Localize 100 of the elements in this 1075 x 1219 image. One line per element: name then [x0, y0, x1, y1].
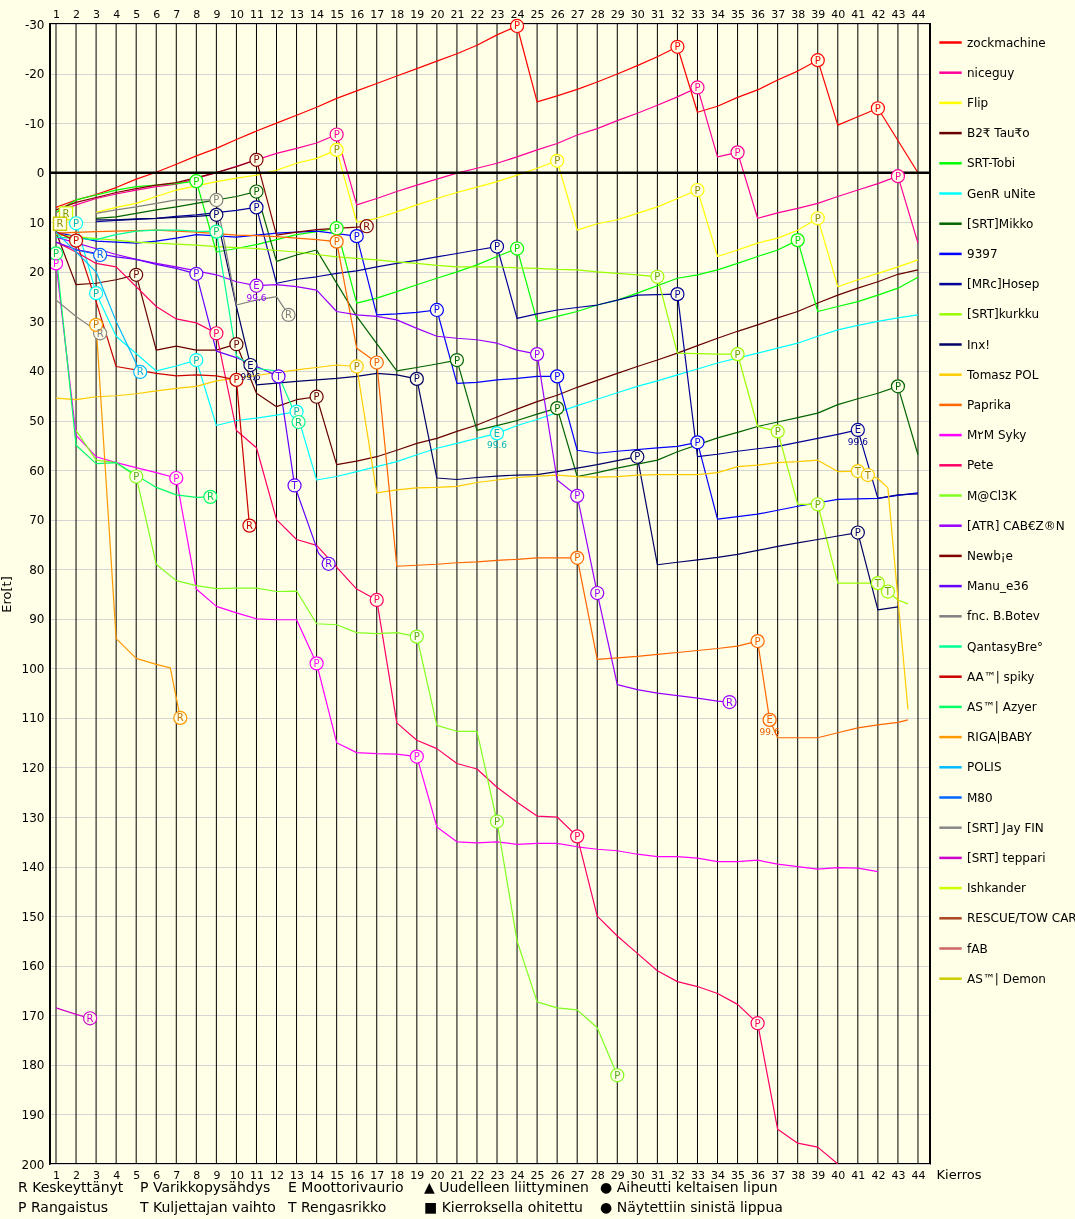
x2-tick-label: 25 — [530, 7, 545, 21]
annotation: R — [295, 416, 303, 428]
annotation: P — [594, 587, 601, 599]
y-tick-label: 100 — [21, 661, 45, 676]
annotation: P — [253, 201, 260, 213]
annotation: P — [73, 217, 80, 229]
annotation: P — [173, 472, 180, 484]
annotation: P — [413, 373, 420, 385]
annotation: 99.6 — [486, 440, 508, 451]
x2-tick-label: 38 — [791, 7, 806, 21]
text: E Moottorivaurio — [288, 1179, 404, 1195]
y-tick-label: 0 — [36, 166, 45, 181]
annotation: P — [634, 451, 641, 463]
x2-tick-label: 27 — [570, 7, 585, 21]
annotation: P — [233, 374, 240, 386]
y-tick-label: 190 — [21, 1107, 45, 1122]
x2-tick-label: 30 — [630, 7, 645, 21]
annotation: R — [96, 327, 104, 339]
x-tick-label: 12 — [270, 1168, 285, 1182]
annotation: P — [674, 288, 681, 300]
text: T Kuljettajan vaihto — [139, 1199, 276, 1215]
legend-label: AS™| Azyer — [967, 699, 1037, 714]
annotation: R — [176, 712, 184, 724]
annotation: P — [694, 184, 701, 196]
x2-tick-label: 2 — [73, 7, 81, 21]
annotation: P — [734, 348, 741, 360]
annotation: E — [493, 427, 501, 439]
x-tick-label: 6 — [153, 1168, 161, 1182]
annotation: R — [285, 309, 293, 321]
annotation: P — [213, 194, 220, 206]
x2-tick-label: 21 — [450, 7, 465, 21]
x2-tick-label: 40 — [831, 7, 846, 21]
annotation: P — [774, 425, 781, 437]
legend-label: AA™| spiky — [967, 669, 1035, 684]
annotation: P — [293, 406, 300, 418]
annotation: P — [554, 402, 561, 414]
annotation: R — [136, 366, 144, 378]
x2-tick-label: 42 — [871, 7, 886, 21]
annotation: P — [574, 830, 581, 842]
annotation: R — [726, 696, 734, 708]
legend-label: 9397 — [967, 246, 998, 261]
x-tick-label: 22 — [470, 1168, 485, 1182]
annotation: T — [883, 586, 892, 598]
x2-tick-label: 31 — [650, 7, 665, 21]
x-tick-label: 37 — [771, 1168, 786, 1182]
x-tick-label: 3 — [93, 1168, 101, 1182]
annotation: P — [674, 41, 681, 53]
x-tick-label: 19 — [410, 1168, 425, 1182]
text: R Keskeyttänyt — [18, 1179, 124, 1195]
x2-tick-label: 35 — [731, 7, 746, 21]
x-tick-label: 39 — [811, 1168, 826, 1182]
x2-tick-label: 39 — [811, 7, 826, 21]
annotation: P — [554, 155, 561, 167]
annotation: R — [363, 220, 371, 232]
y-tick-label: 60 — [29, 463, 45, 478]
x2-tick-label: 10 — [229, 7, 244, 21]
text: P Rangaistus — [18, 1199, 109, 1215]
x-tick-label: 44 — [911, 1168, 926, 1182]
x-tick-label: 5 — [133, 1168, 141, 1182]
x2-tick-label: 19 — [410, 7, 425, 21]
legend-label: SRT-Tobi — [967, 156, 1016, 171]
legend-label: Newb¡e — [967, 548, 1013, 563]
x-tick-label: 30 — [630, 1168, 645, 1182]
legend-label: [SRT] Jay FIN — [967, 820, 1044, 835]
x2-tick-label: 33 — [690, 7, 705, 21]
annotation: P — [754, 635, 761, 647]
x-tick-label: 25 — [530, 1168, 545, 1182]
y-tick-label: 180 — [21, 1058, 45, 1073]
y-tick-label: 130 — [21, 810, 45, 825]
legend-label: AS™| Demon — [967, 971, 1046, 986]
annotation: P — [574, 552, 581, 564]
legend-label: M@Cl3K — [967, 488, 1018, 503]
annotation: P — [534, 348, 541, 360]
x-tick-label: 21 — [450, 1168, 465, 1182]
y-tick-label: 170 — [21, 1008, 45, 1023]
y-tick-label: -10 — [24, 116, 45, 131]
annotation: P — [213, 209, 220, 221]
legend-label: [MRc]Hosep — [967, 277, 1040, 292]
x-tick-label: 38 — [791, 1168, 806, 1182]
x2-tick-label: 3 — [93, 7, 101, 21]
x2-tick-label: 20 — [430, 7, 445, 21]
annotation: E — [854, 424, 861, 436]
x2-tick-label: 12 — [270, 7, 285, 21]
x2-tick-label: 18 — [390, 7, 405, 21]
text: T Rengasrikko — [287, 1199, 387, 1215]
x-tick-label: 24 — [510, 1168, 525, 1182]
annotation: E — [247, 359, 254, 371]
x2-tick-label: 16 — [350, 7, 365, 21]
x-tick-label: 2 — [73, 1168, 81, 1182]
x-tick-label: 18 — [390, 1168, 405, 1182]
annotation: P — [353, 230, 360, 242]
x2-tick-label: 29 — [610, 7, 625, 21]
annotation: R — [86, 1012, 94, 1024]
text: ▲ Uudelleen liittyminen — [424, 1179, 589, 1195]
annotation: E — [766, 714, 773, 726]
x2-tick-label: 32 — [670, 7, 685, 21]
y-tick-label: 110 — [21, 711, 45, 726]
y-axis-title: Ero[t] — [0, 576, 14, 613]
annotation: P — [894, 170, 901, 182]
x-tick-label: 32 — [670, 1168, 685, 1182]
